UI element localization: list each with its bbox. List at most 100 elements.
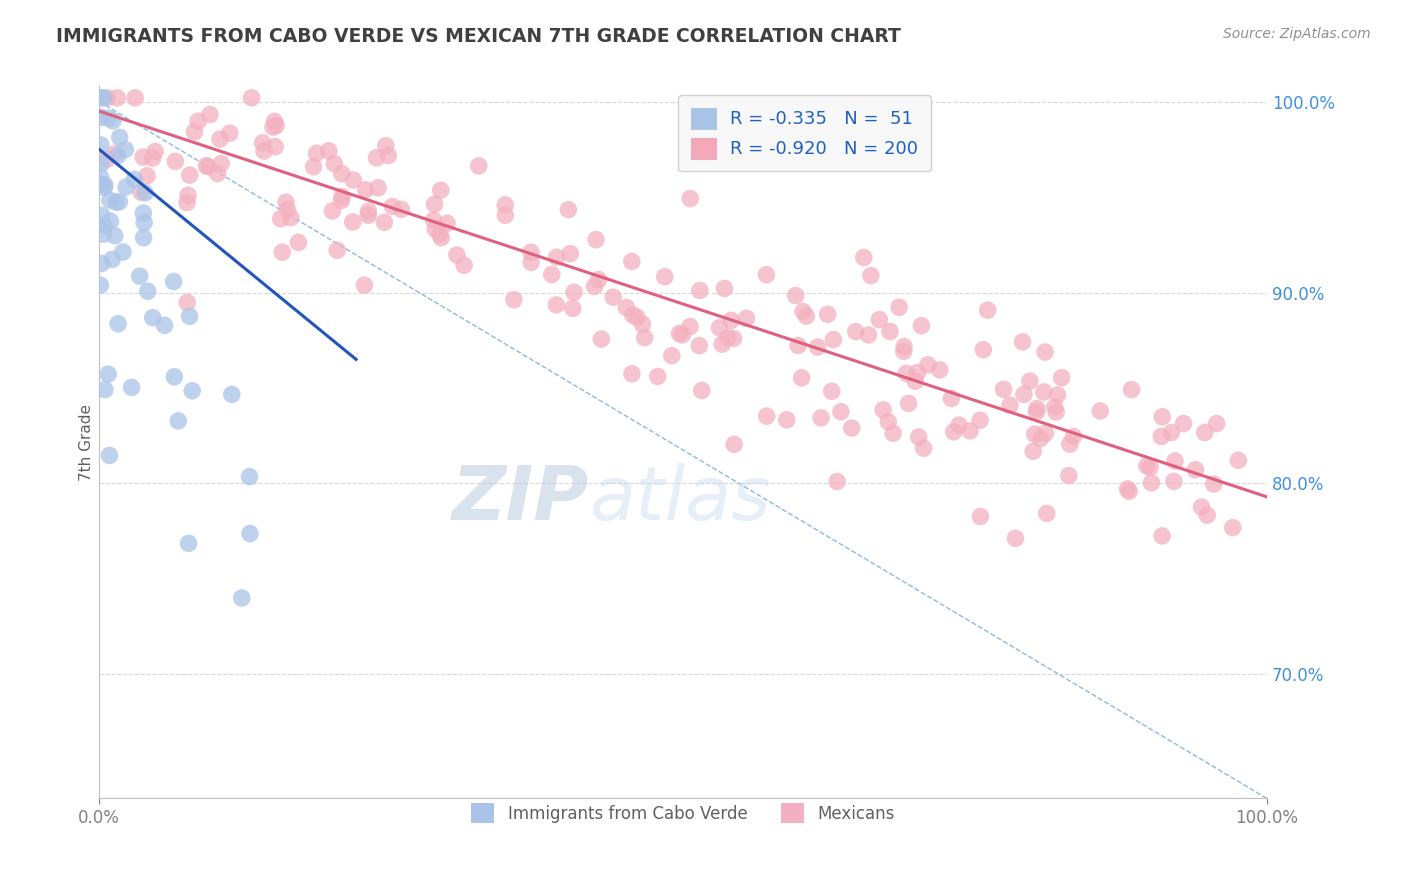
Point [1173, 417, 1195, 431]
Point [429, 227, 451, 241]
Point [755, 409, 778, 424]
Point [1164, 454, 1187, 468]
Point [367, 181, 389, 195]
Point [429, 183, 451, 197]
Point [142, 151, 165, 165]
Point [776, 413, 799, 427]
Point [588, 272, 610, 286]
Point [101, 252, 124, 267]
Point [634, 331, 657, 345]
Point [468, 159, 491, 173]
Point [720, 313, 742, 327]
Point [381, 199, 404, 213]
Point [238, 469, 260, 483]
Point [90, 208, 112, 222]
Point [713, 281, 735, 295]
Point [104, 228, 127, 243]
Point [89, 91, 111, 105]
Point [1202, 477, 1225, 491]
Point [562, 285, 585, 300]
Point [882, 426, 904, 441]
Point [366, 151, 388, 165]
Point [993, 382, 1015, 396]
Point [107, 317, 129, 331]
Point [330, 189, 353, 203]
Point [239, 526, 262, 541]
Point [807, 340, 830, 354]
Point [1024, 427, 1046, 442]
Point [546, 298, 568, 312]
Point [181, 384, 204, 398]
Point [621, 308, 644, 322]
Legend: Immigrants from Cabo Verde, Mexicans: Immigrants from Cabo Verde, Mexicans [464, 797, 901, 830]
Point [823, 333, 845, 347]
Point [108, 130, 131, 145]
Point [872, 402, 894, 417]
Point [1046, 388, 1069, 402]
Point [647, 369, 669, 384]
Point [89, 169, 111, 184]
Point [274, 195, 297, 210]
Point [94, 383, 117, 397]
Point [1059, 437, 1081, 451]
Point [165, 154, 187, 169]
Point [1140, 475, 1163, 490]
Point [893, 344, 915, 359]
Point [1118, 484, 1140, 499]
Point [90, 110, 112, 124]
Point [422, 213, 444, 227]
Point [183, 125, 205, 139]
Point [240, 91, 263, 105]
Point [709, 320, 731, 334]
Point [97, 367, 120, 381]
Point [583, 279, 606, 293]
Point [661, 349, 683, 363]
Point [423, 197, 446, 211]
Point [287, 235, 309, 250]
Point [357, 208, 380, 222]
Point [1197, 508, 1219, 523]
Point [631, 318, 654, 332]
Point [942, 425, 965, 439]
Point [167, 414, 190, 428]
Point [176, 195, 198, 210]
Point [252, 136, 274, 150]
Point [1025, 405, 1047, 419]
Point [179, 310, 201, 324]
Point [195, 159, 218, 173]
Point [1045, 405, 1067, 419]
Point [711, 337, 734, 351]
Point [948, 418, 970, 433]
Point [221, 387, 243, 401]
Point [94, 178, 117, 192]
Point [910, 318, 932, 333]
Point [105, 91, 128, 105]
Point [374, 138, 396, 153]
Point [330, 194, 353, 208]
Point [253, 144, 276, 158]
Point [969, 413, 991, 427]
Point [887, 300, 910, 314]
Point [585, 233, 607, 247]
Point [825, 475, 848, 489]
Point [1222, 520, 1244, 534]
Point [723, 437, 745, 451]
Point [907, 366, 929, 380]
Point [134, 216, 156, 230]
Point [90, 137, 112, 152]
Point [561, 301, 583, 316]
Point [679, 192, 702, 206]
Point [391, 202, 413, 217]
Point [136, 285, 159, 299]
Point [689, 284, 711, 298]
Point [859, 268, 882, 283]
Point [446, 248, 468, 262]
Point [1035, 426, 1057, 441]
Point [503, 293, 526, 307]
Point [262, 120, 284, 134]
Point [852, 251, 875, 265]
Point [132, 230, 155, 244]
Point [121, 380, 143, 394]
Point [179, 168, 201, 182]
Point [494, 198, 516, 212]
